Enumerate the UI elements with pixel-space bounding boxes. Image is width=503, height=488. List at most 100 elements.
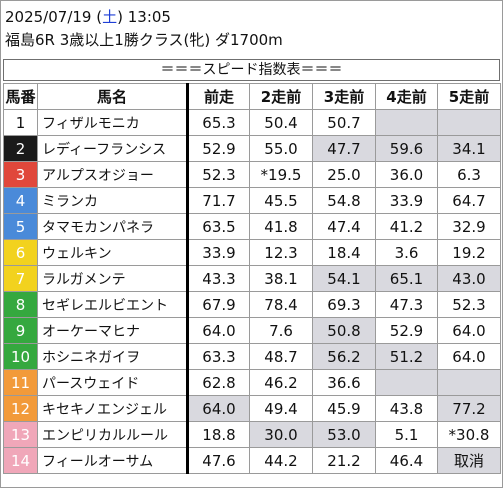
speed-index-cell: 3.6 <box>375 239 438 266</box>
table-row: 7 ラルガメンテ 43.3 38.1 54.1 65.1 43.0 <box>3 265 501 292</box>
speed-index-cell: 62.8 <box>187 369 250 396</box>
speed-index-cell: 33.9 <box>187 239 250 266</box>
horse-name: ウェルキン <box>37 239 189 266</box>
table-title: ＝＝＝スピード指数表＝＝＝ <box>3 59 500 81</box>
table-header-row: 馬番 馬名 前走 2走前 3走前 4走前 5走前 <box>3 83 501 110</box>
col-header-2nd: 2走前 <box>249 83 313 110</box>
horse-number: 14 <box>3 447 38 474</box>
col-header-name: 馬名 <box>37 83 189 110</box>
race-info: 福島6R 3歳以上1勝クラス(牝) ダ1700m <box>5 31 283 49</box>
speed-index-cell: 36.6 <box>312 369 376 396</box>
horse-number: 6 <box>3 239 38 266</box>
speed-index-cell: 46.2 <box>249 369 313 396</box>
speed-index-cell: 63.5 <box>187 213 250 240</box>
speed-index-cell: 64.7 <box>437 187 501 214</box>
speed-index-cell: 36.0 <box>375 161 438 188</box>
race-time: 13:05 <box>122 8 171 26</box>
speed-index-cell: 52.3 <box>437 291 501 318</box>
speed-index-cell: 54.8 <box>312 187 376 214</box>
speed-index-cell: 47.4 <box>312 213 376 240</box>
speed-index-cell: 59.6 <box>375 135 438 162</box>
speed-index-cell: 54.1 <box>312 265 376 292</box>
speed-index-cell: 78.4 <box>249 291 313 318</box>
speed-index-cell <box>375 369 438 396</box>
horse-number: 10 <box>3 343 38 370</box>
horse-number: 12 <box>3 395 38 422</box>
speed-index-cell: 38.1 <box>249 265 313 292</box>
speed-index-cell: 53.0 <box>312 421 376 448</box>
table-row: 3 アルプスオジョー 52.3 *19.5 25.0 36.0 6.3 <box>3 161 501 188</box>
speed-index-cell: 12.3 <box>249 239 313 266</box>
horse-name: パースウェイド <box>37 369 189 396</box>
speed-index-cell: 43.3 <box>187 265 250 292</box>
speed-index-cell: 41.2 <box>375 213 438 240</box>
horse-number: 9 <box>3 317 38 344</box>
horse-number: 4 <box>3 187 38 214</box>
speed-index-cell: 6.3 <box>437 161 501 188</box>
table-row: 2 レディーフランシス 52.9 55.0 47.7 59.6 34.1 <box>3 135 501 162</box>
speed-index-cell <box>437 369 501 396</box>
speed-index-cell: *30.8 <box>437 421 501 448</box>
speed-index-cell: 47.3 <box>375 291 438 318</box>
speed-index-table: 馬番 馬名 前走 2走前 3走前 4走前 5走前 1 フィザルモニカ 65.3 50.… <box>3 83 501 474</box>
horse-name: オーケーマヒナ <box>37 317 189 344</box>
speed-index-cell: 64.0 <box>437 343 501 370</box>
speed-index-cell: 55.0 <box>249 135 313 162</box>
speed-index-cell: 71.7 <box>187 187 250 214</box>
speed-index-cell: 45.9 <box>312 395 376 422</box>
table-row: 9 オーケーマヒナ 64.0 7.6 50.8 52.9 64.0 <box>3 317 501 344</box>
speed-index-cell: 32.9 <box>437 213 501 240</box>
horse-name: ミランカ <box>37 187 189 214</box>
horse-name: アルプスオジョー <box>37 161 189 188</box>
speed-index-cell: 77.2 <box>437 395 501 422</box>
speed-index-cell: 41.8 <box>249 213 313 240</box>
speed-index-cell: 49.4 <box>249 395 313 422</box>
race-date: 2025/07/19 <box>5 8 92 26</box>
table-row: 14 フィールオーサム 47.6 44.2 21.2 46.4 取消 <box>3 447 501 474</box>
horse-name: エンピリカルルール <box>37 421 189 448</box>
speed-index-cell: 18.4 <box>312 239 376 266</box>
horse-number: 1 <box>3 109 38 136</box>
speed-index-cell: 25.0 <box>312 161 376 188</box>
speed-index-cell: 50.4 <box>249 109 313 136</box>
speed-index-cell: 48.7 <box>249 343 313 370</box>
col-header-number: 馬番 <box>3 83 38 110</box>
col-header-4th: 4走前 <box>375 83 438 110</box>
table-row: 6 ウェルキン 33.9 12.3 18.4 3.6 19.2 <box>3 239 501 266</box>
table-row: 12 キセキノエンジェル 64.0 49.4 45.9 43.8 77.2 <box>3 395 501 422</box>
speed-index-cell: 19.2 <box>437 239 501 266</box>
speed-index-cell: 52.9 <box>187 135 250 162</box>
speed-index-cell: 51.2 <box>375 343 438 370</box>
speed-index-cell: 52.3 <box>187 161 250 188</box>
speed-index-cell: 64.0 <box>187 395 250 422</box>
speed-index-cell: 7.6 <box>249 317 313 344</box>
speed-index-cell: 34.1 <box>437 135 501 162</box>
race-datetime: 2025/07/19 (土) 13:05 <box>5 8 171 26</box>
speed-index-cell: 67.9 <box>187 291 250 318</box>
horse-name: フィザルモニカ <box>37 109 189 136</box>
speed-index-cell: 64.0 <box>187 317 250 344</box>
speed-index-cell <box>375 109 438 136</box>
speed-index-cell: 69.3 <box>312 291 376 318</box>
speed-index-cell: 47.6 <box>187 447 250 474</box>
speed-index-cell: *19.5 <box>249 161 313 188</box>
col-header-3rd: 3走前 <box>312 83 376 110</box>
speed-index-cell: 52.9 <box>375 317 438 344</box>
speed-index-cell: 50.7 <box>312 109 376 136</box>
table-row: 11 パースウェイド 62.8 46.2 36.6 <box>3 369 501 396</box>
speed-index-cell <box>437 109 501 136</box>
table-row: 1 フィザルモニカ 65.3 50.4 50.7 <box>3 109 501 136</box>
speed-index-cell: 47.7 <box>312 135 376 162</box>
horse-number: 5 <box>3 213 38 240</box>
speed-index-cell: 30.0 <box>249 421 313 448</box>
col-header-last: 前走 <box>187 83 250 110</box>
table-row: 13 エンピリカルルール 18.8 30.0 53.0 5.1 *30.8 <box>3 421 501 448</box>
horse-number: 11 <box>3 369 38 396</box>
speed-index-cell: 45.5 <box>249 187 313 214</box>
horse-number: 7 <box>3 265 38 292</box>
speed-index-cell: 18.8 <box>187 421 250 448</box>
speed-index-cell: 63.3 <box>187 343 250 370</box>
table-row: 8 セギレエルビエント 67.9 78.4 69.3 47.3 52.3 <box>3 291 501 318</box>
table-row: 10 ホシニネガイヲ 63.3 48.7 56.2 51.2 64.0 <box>3 343 501 370</box>
